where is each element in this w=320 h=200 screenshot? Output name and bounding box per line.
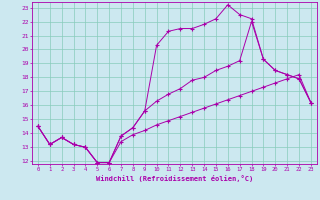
X-axis label: Windchill (Refroidissement éolien,°C): Windchill (Refroidissement éolien,°C) [96, 175, 253, 182]
